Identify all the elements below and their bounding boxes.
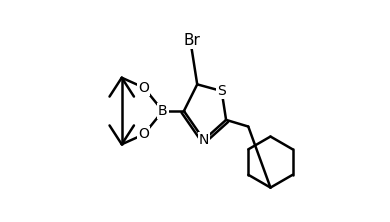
Text: N: N	[199, 133, 209, 147]
Text: B: B	[158, 104, 168, 118]
Text: O: O	[138, 81, 149, 95]
Text: Br: Br	[183, 33, 200, 48]
Text: S: S	[217, 84, 226, 98]
Text: O: O	[138, 127, 149, 141]
